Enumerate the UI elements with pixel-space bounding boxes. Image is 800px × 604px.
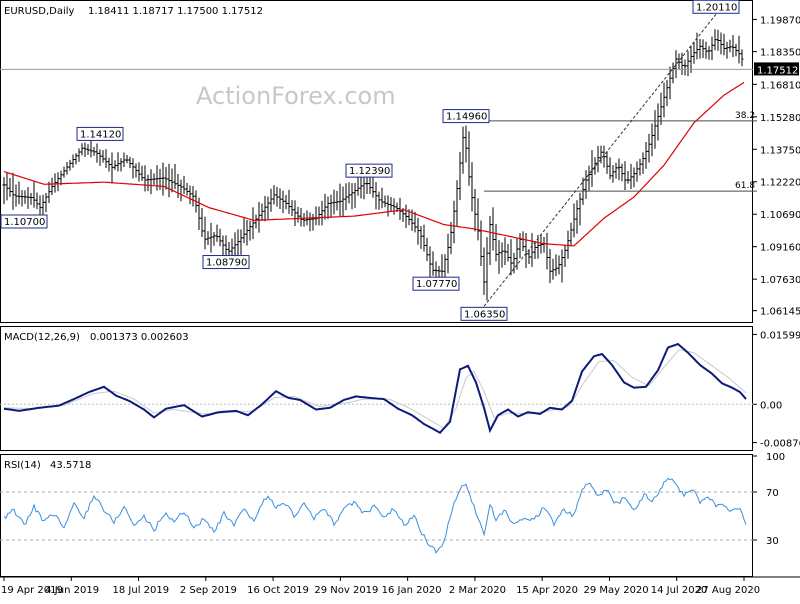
swing-label-box bbox=[76, 126, 124, 141]
watermark-text: ActionForex.com bbox=[196, 82, 396, 110]
swing-label: 1.10700 bbox=[4, 217, 45, 228]
time-axis-label: 14 Jul 2020 bbox=[651, 585, 708, 596]
swing-label: 1.07770 bbox=[416, 279, 457, 290]
chart-symbol: EURUSD,Daily bbox=[4, 6, 75, 17]
last-price-badge bbox=[754, 62, 799, 76]
swing-label: 1.14960 bbox=[446, 112, 487, 123]
price-axis-label: 1.19870 bbox=[760, 15, 800, 26]
macd-signal-line bbox=[3, 349, 747, 429]
time-axis-label: 16 Jan 2020 bbox=[382, 585, 442, 596]
swing-label: 1.12390 bbox=[349, 166, 390, 177]
price-axis-label: 1.07630 bbox=[760, 275, 800, 286]
time-axis-label: 16 Oct 2019 bbox=[247, 585, 309, 596]
price-axis-label: 1.13750 bbox=[760, 145, 800, 156]
swing-label: 1.14120 bbox=[80, 129, 121, 140]
swing-label-box bbox=[345, 163, 393, 178]
swing-label-box bbox=[442, 109, 490, 124]
price-axis-label: 1.09160 bbox=[760, 243, 800, 254]
rsi-pane-frame bbox=[0, 454, 753, 577]
fib-level-label: 61.8 bbox=[735, 181, 755, 191]
swing-label-box bbox=[692, 0, 740, 14]
time-axis-label: 15 Apr 2020 bbox=[516, 585, 578, 596]
macd-axis-label: -0.00876 bbox=[760, 439, 800, 450]
rsi-title-values: 43.5718 bbox=[50, 460, 91, 471]
rsi-axis-label: 30 bbox=[766, 536, 779, 547]
time-axis-label: 4 Jun 2019 bbox=[45, 585, 99, 596]
time-axis-label: 18 Jul 2019 bbox=[113, 585, 170, 596]
axes: 1.19870 1.18350 1.16810 1.15280 1.13750 1.122… bbox=[1, 15, 800, 596]
moving-average-line bbox=[3, 81, 745, 247]
chart-ohlc: 1.18411 1.18717 1.17500 1.17512 bbox=[88, 6, 263, 17]
swing-label-box bbox=[0, 214, 48, 229]
time-axis-label: 29 May 2020 bbox=[583, 585, 648, 596]
time-axis-label: 27 Aug 2020 bbox=[696, 585, 760, 596]
swing-label-box bbox=[412, 276, 460, 291]
swing-label-box bbox=[202, 255, 250, 270]
fib-level-label: 38.2 bbox=[735, 111, 755, 121]
price-plot: 38.2 61.8 1.14120 1.10700 1.08790 1.12390 1.07… bbox=[0, 0, 757, 321]
price-axis-label: 1.12220 bbox=[760, 178, 800, 189]
price-axis-label: 1.06145 bbox=[760, 307, 800, 318]
swing-label: 1.20110 bbox=[696, 2, 737, 13]
macd-plot bbox=[0, 342, 753, 434]
swing-label: 1.08790 bbox=[206, 258, 247, 269]
swing-label-box bbox=[460, 306, 508, 321]
rsi-axis-label: 70 bbox=[766, 488, 779, 499]
rsi-line bbox=[3, 477, 747, 555]
ohlc-bars bbox=[2, 29, 744, 301]
swing-label: 1.06350 bbox=[464, 309, 505, 320]
price-axis-label: 1.18350 bbox=[760, 48, 800, 59]
price-axis-label: 1.15280 bbox=[760, 113, 800, 124]
macd-line bbox=[3, 342, 747, 434]
time-axis-label: 29 Nov 2019 bbox=[314, 585, 378, 596]
macd-axis-label: 0.00 bbox=[760, 400, 782, 411]
macd-title: MACD(12,26,9) bbox=[4, 332, 80, 343]
last-price-badge-text: 1.17512 bbox=[757, 65, 798, 76]
macd-title-values: 0.001373 0.002603 bbox=[90, 332, 189, 343]
rsi-axis-label: 100 bbox=[766, 452, 785, 463]
price-pane-frame bbox=[0, 0, 753, 323]
time-axis-label: 19 Apr 2019 bbox=[1, 585, 63, 596]
time-axis-label: 2 Mar 2020 bbox=[449, 585, 506, 596]
rsi-title: RSI(14) bbox=[4, 460, 41, 471]
rsi-plot bbox=[0, 477, 753, 555]
macd-axis-label: 0.015991 bbox=[760, 330, 800, 341]
trendline bbox=[483, 13, 717, 307]
price-axis-label: 1.10690 bbox=[760, 210, 800, 221]
time-axis-label: 2 Sep 2019 bbox=[180, 585, 237, 596]
macd-pane-frame bbox=[0, 326, 753, 451]
price-axis-label: 1.16810 bbox=[760, 80, 800, 91]
